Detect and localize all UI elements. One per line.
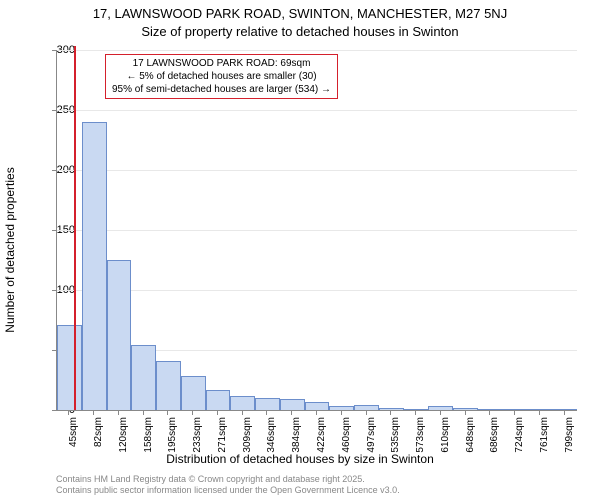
annotation-box: 17 LAWNSWOOD PARK ROAD: 69sqm ← 5% of de… bbox=[105, 54, 338, 99]
footer-line1: Contains HM Land Registry data © Crown c… bbox=[56, 474, 400, 485]
x-tick-label: 724sqm bbox=[514, 417, 525, 457]
histogram-bar bbox=[82, 122, 107, 410]
footer-line2: Contains public sector information licen… bbox=[56, 485, 400, 496]
y-axis-label: Number of detached properties bbox=[3, 167, 17, 332]
x-tick-label: 346sqm bbox=[266, 417, 277, 457]
x-tick-label: 799sqm bbox=[564, 417, 575, 457]
x-tick-label: 233sqm bbox=[192, 417, 203, 457]
chart-container: 17, LAWNSWOOD PARK ROAD, SWINTON, MANCHE… bbox=[0, 0, 600, 500]
histogram-bar bbox=[305, 402, 330, 410]
histogram-bar bbox=[280, 399, 305, 410]
x-tick-label: 120sqm bbox=[118, 417, 129, 457]
chart-subtitle: Size of property relative to detached ho… bbox=[0, 24, 600, 39]
x-tick-label: 158sqm bbox=[143, 417, 154, 457]
x-tick-label: 648sqm bbox=[465, 417, 476, 457]
histogram-bar bbox=[255, 398, 280, 410]
x-tick-label: 422sqm bbox=[316, 417, 327, 457]
footer-attribution: Contains HM Land Registry data © Crown c… bbox=[56, 474, 400, 496]
x-tick-label: 460sqm bbox=[341, 417, 352, 457]
x-tick-label: 82sqm bbox=[93, 417, 104, 457]
histogram-bar bbox=[181, 376, 206, 410]
x-tick-label: 45sqm bbox=[68, 417, 79, 457]
histogram-bar bbox=[230, 396, 255, 410]
x-tick-label: 686sqm bbox=[489, 417, 500, 457]
chart-title-address: 17, LAWNSWOOD PARK ROAD, SWINTON, MANCHE… bbox=[0, 6, 600, 21]
x-tick-label: 610sqm bbox=[440, 417, 451, 457]
x-tick-label: 309sqm bbox=[242, 417, 253, 457]
histogram-bar bbox=[57, 325, 82, 410]
x-ticks: 45sqm82sqm120sqm158sqm195sqm233sqm271sqm… bbox=[56, 410, 576, 450]
x-tick-label: 535sqm bbox=[390, 417, 401, 457]
histogram-bar bbox=[107, 260, 132, 410]
x-axis-label: Distribution of detached houses by size … bbox=[0, 452, 600, 466]
x-tick-label: 573sqm bbox=[415, 417, 426, 457]
plot-area: 17 LAWNSWOOD PARK ROAD: 69sqm ← 5% of de… bbox=[56, 50, 577, 411]
histogram-bar bbox=[156, 361, 181, 410]
annotation-line2: ← 5% of detached houses are smaller (30) bbox=[112, 70, 331, 83]
x-tick-label: 195sqm bbox=[167, 417, 178, 457]
histogram-bars bbox=[57, 50, 577, 410]
x-tick-label: 761sqm bbox=[539, 417, 550, 457]
annotation-line1: 17 LAWNSWOOD PARK ROAD: 69sqm bbox=[112, 57, 331, 70]
x-tick-label: 271sqm bbox=[217, 417, 228, 457]
x-tick-label: 497sqm bbox=[366, 417, 377, 457]
x-tick-label: 384sqm bbox=[291, 417, 302, 457]
property-marker-line bbox=[74, 46, 76, 410]
histogram-bar bbox=[131, 345, 156, 410]
annotation-line3: 95% of semi-detached houses are larger (… bbox=[112, 83, 331, 96]
histogram-bar bbox=[206, 390, 231, 410]
